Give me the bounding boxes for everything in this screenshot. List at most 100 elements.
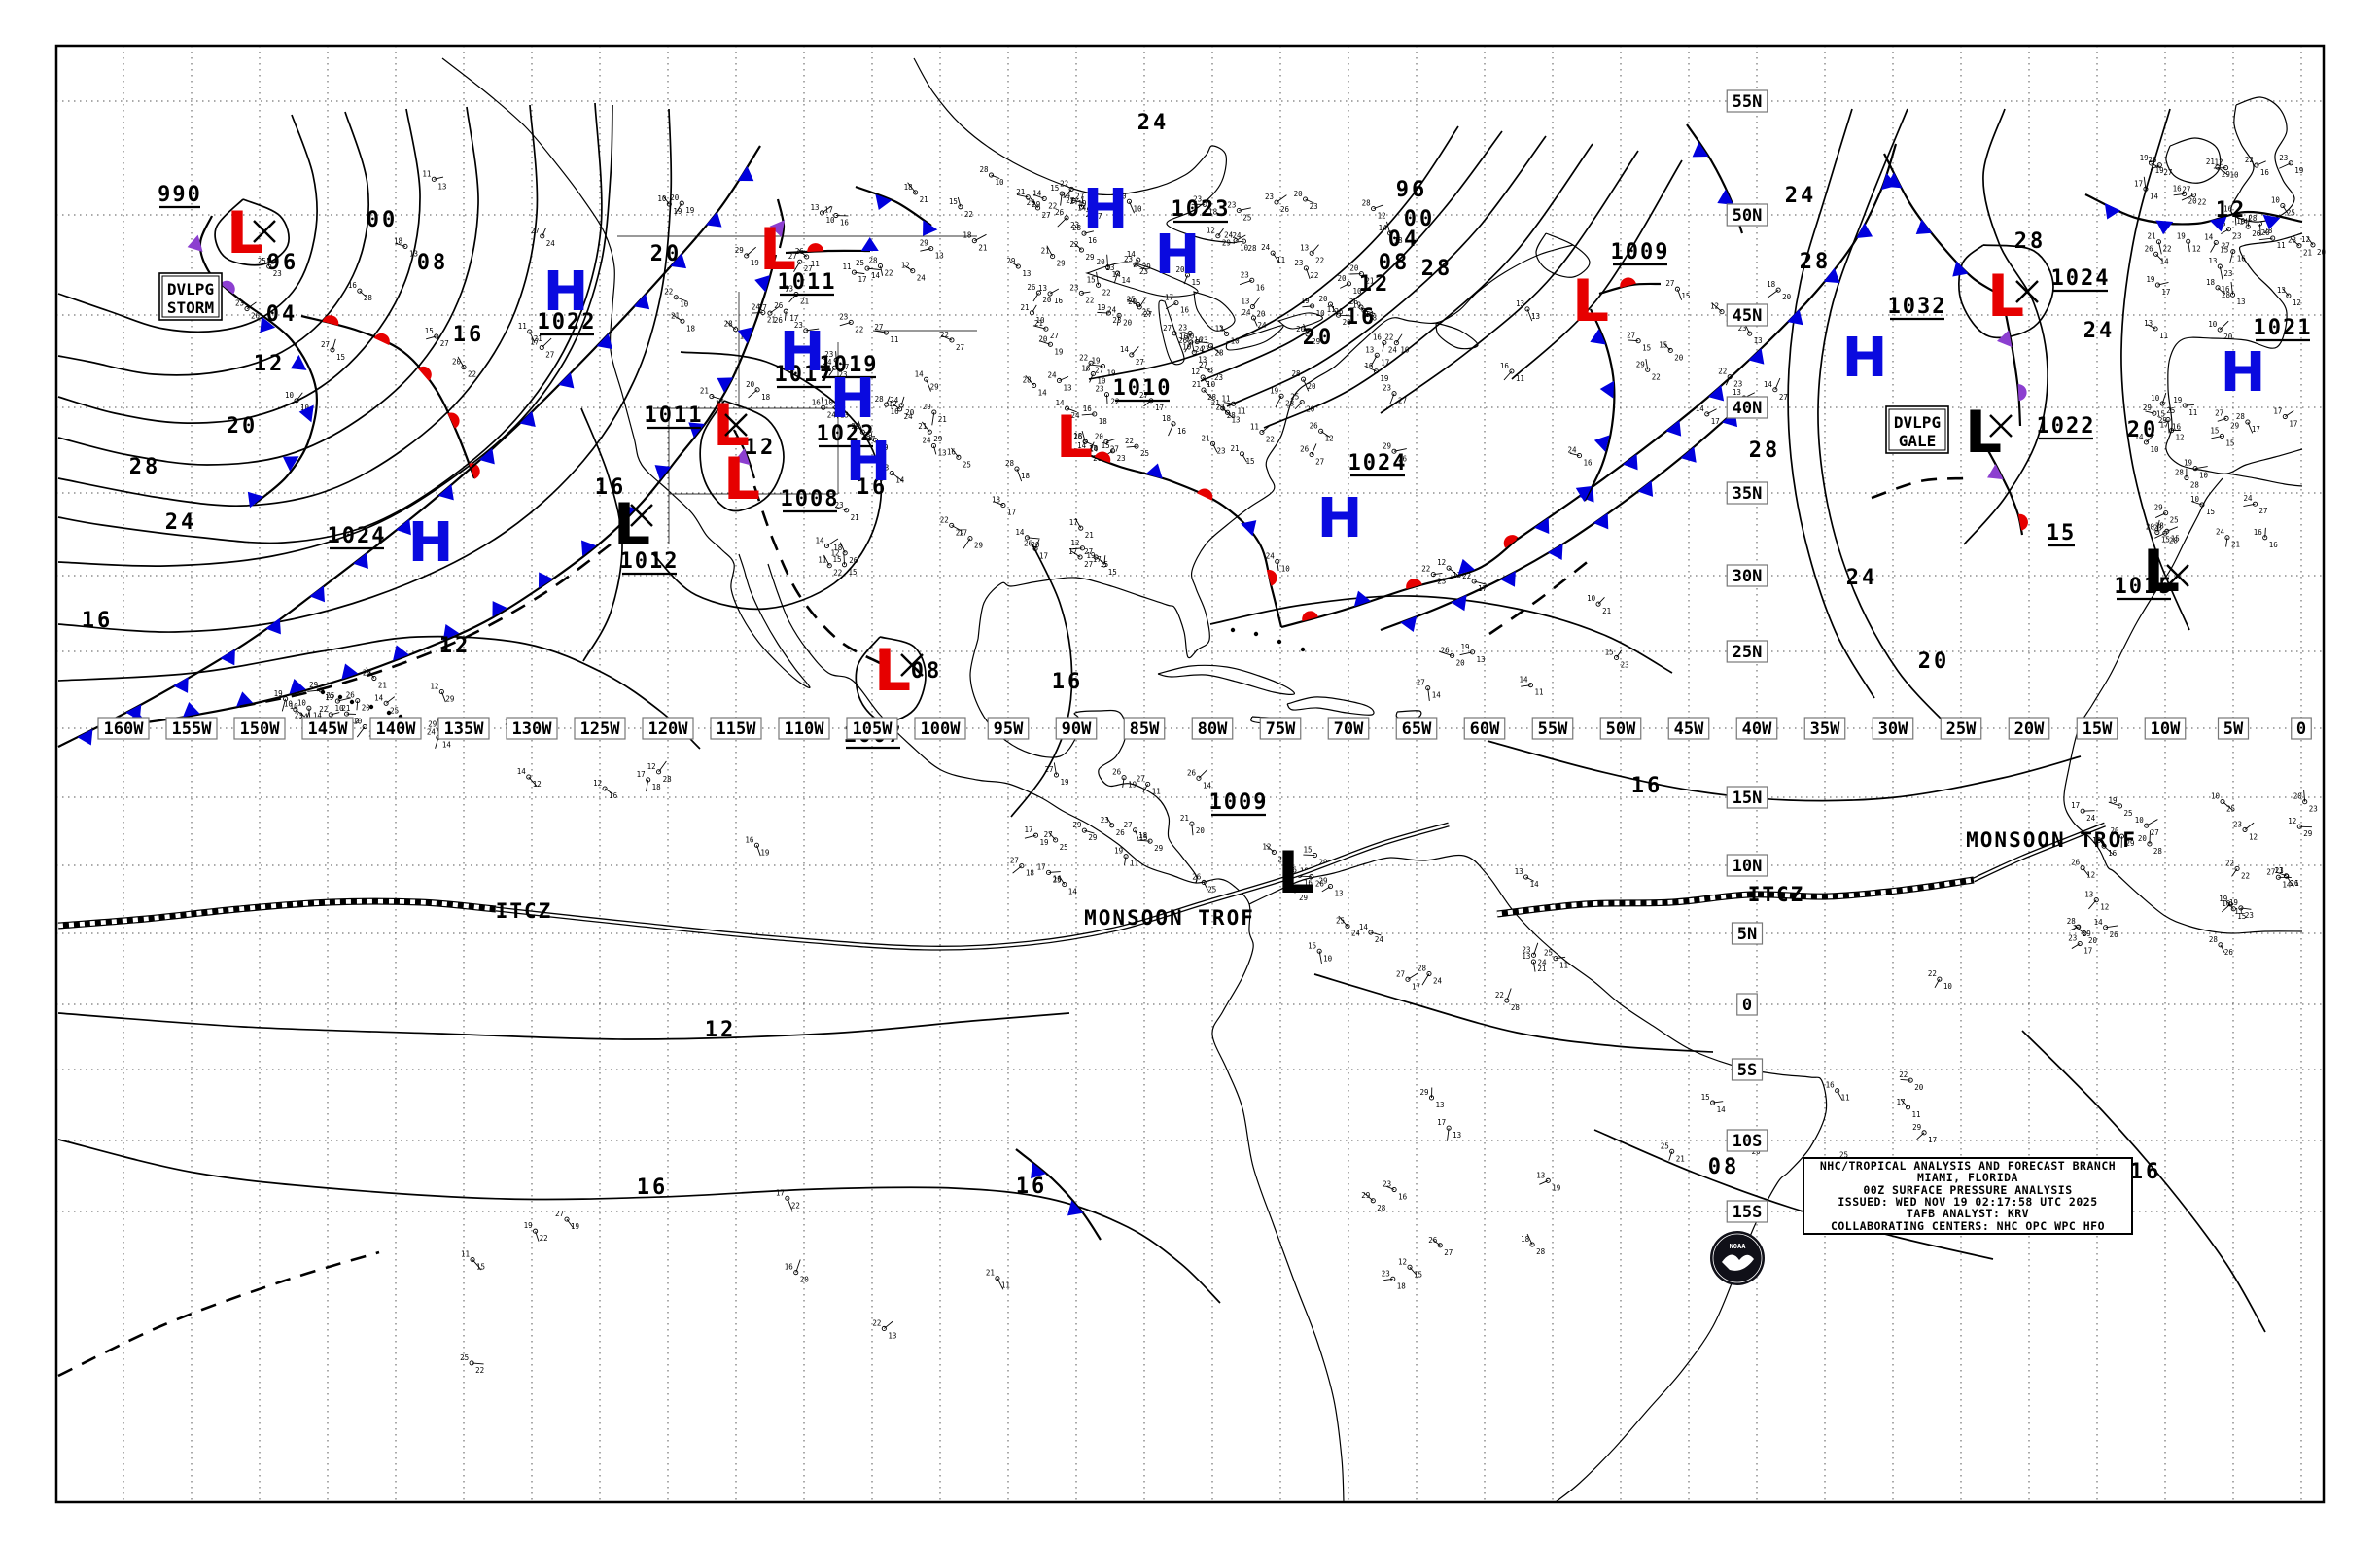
svg-text:11: 11 <box>1559 962 1568 970</box>
svg-text:19: 19 <box>1097 303 1105 312</box>
svg-text:24: 24 <box>165 510 197 535</box>
svg-text:1011: 1011 <box>645 404 704 428</box>
svg-text:12: 12 <box>1262 842 1271 851</box>
svg-text:15: 15 <box>1102 441 1110 450</box>
svg-text:29: 29 <box>1006 257 1015 265</box>
svg-text:13: 13 <box>1063 383 1071 392</box>
svg-text:20: 20 <box>1095 432 1104 440</box>
svg-text:H: H <box>1317 487 1363 550</box>
svg-text:17: 17 <box>1007 509 1016 517</box>
svg-text:DVLPG: DVLPG <box>1894 413 1941 432</box>
svg-text:22: 22 <box>1652 372 1661 381</box>
svg-text:26: 26 <box>2252 229 2261 238</box>
svg-text:28: 28 <box>1536 1247 1546 1256</box>
svg-text:16: 16 <box>1631 774 1663 798</box>
svg-text:60W: 60W <box>1470 719 1500 739</box>
svg-text:08: 08 <box>1708 1155 1740 1179</box>
svg-text:10: 10 <box>2222 899 2231 908</box>
svg-text:16: 16 <box>2254 528 2263 537</box>
svg-text:19: 19 <box>2184 459 2192 468</box>
svg-text:L: L <box>1965 399 2002 467</box>
svg-text:27: 27 <box>1163 324 1172 333</box>
svg-text:21: 21 <box>1085 531 1094 540</box>
svg-text:L: L <box>227 199 263 267</box>
svg-text:17: 17 <box>637 770 646 779</box>
svg-text:20: 20 <box>2127 418 2159 442</box>
svg-text:16: 16 <box>812 398 822 406</box>
svg-text:120W: 120W <box>648 719 689 739</box>
svg-text:29: 29 <box>1032 200 1040 209</box>
svg-text:14: 14 <box>1203 781 1212 790</box>
svg-text:18: 18 <box>1162 414 1172 423</box>
svg-text:15: 15 <box>2047 521 2077 545</box>
svg-text:23: 23 <box>2288 236 2296 245</box>
svg-text:27: 27 <box>1396 969 1405 978</box>
svg-text:29: 29 <box>1382 441 1391 450</box>
svg-text:25: 25 <box>856 259 864 267</box>
svg-text:29: 29 <box>1154 844 1163 853</box>
svg-text:28: 28 <box>2014 229 2047 254</box>
svg-text:12: 12 <box>889 400 897 408</box>
svg-text:10: 10 <box>2135 816 2145 825</box>
svg-text:20: 20 <box>1042 296 1052 304</box>
svg-text:140W: 140W <box>376 719 417 739</box>
svg-text:70W: 70W <box>1334 719 1364 739</box>
svg-text:24: 24 <box>1107 305 1117 314</box>
svg-text:5S: 5S <box>1737 1061 1757 1080</box>
svg-text:15: 15 <box>949 197 958 206</box>
svg-text:20: 20 <box>1196 826 1206 835</box>
svg-text:22: 22 <box>1079 353 1088 362</box>
svg-text:16: 16 <box>1583 459 1592 468</box>
svg-text:H: H <box>846 431 892 494</box>
svg-text:15: 15 <box>2210 426 2219 435</box>
svg-text:22: 22 <box>855 325 863 333</box>
svg-text:22: 22 <box>1928 969 1937 978</box>
svg-text:12: 12 <box>1398 1257 1407 1266</box>
svg-text:25: 25 <box>2166 406 2175 415</box>
svg-text:11: 11 <box>1001 1281 1010 1290</box>
svg-text:10: 10 <box>1316 309 1326 318</box>
svg-text:35W: 35W <box>1810 719 1840 739</box>
svg-text:19: 19 <box>571 1222 579 1231</box>
svg-text:23: 23 <box>1217 446 1226 455</box>
svg-text:16: 16 <box>1177 427 1187 436</box>
svg-text:DVLPG: DVLPG <box>167 280 214 298</box>
svg-text:30W: 30W <box>1878 719 1908 739</box>
svg-text:H: H <box>1155 224 1201 287</box>
svg-text:14: 14 <box>1120 345 1130 354</box>
svg-text:17: 17 <box>2252 425 2260 434</box>
svg-text:13: 13 <box>1436 1101 1445 1109</box>
svg-text:22: 22 <box>1899 1070 1908 1079</box>
svg-text:13: 13 <box>1536 1171 1545 1179</box>
svg-text:27: 27 <box>956 343 964 352</box>
svg-text:27: 27 <box>2163 168 2172 177</box>
svg-text:100W: 100W <box>921 719 962 739</box>
svg-text:16: 16 <box>947 447 957 456</box>
svg-text:25N: 25N <box>1732 643 1763 662</box>
svg-text:17: 17 <box>1037 862 1046 871</box>
svg-text:04: 04 <box>1388 228 1420 252</box>
svg-text:23: 23 <box>1310 202 1318 211</box>
svg-text:25: 25 <box>2226 805 2235 814</box>
svg-text:12: 12 <box>533 780 542 789</box>
svg-text:65W: 65W <box>1402 719 1432 739</box>
svg-text:22: 22 <box>1069 240 1078 249</box>
svg-text:28: 28 <box>2263 227 2273 235</box>
svg-text:28: 28 <box>1418 965 1427 973</box>
svg-text:50N: 50N <box>1732 206 1763 226</box>
svg-text:16: 16 <box>1054 297 1064 305</box>
svg-text:14: 14 <box>871 271 881 280</box>
svg-text:1022: 1022 <box>2037 414 2096 439</box>
svg-text:10: 10 <box>1133 204 1142 213</box>
svg-text:27: 27 <box>1137 774 1145 783</box>
svg-text:21: 21 <box>671 311 680 320</box>
svg-text:25: 25 <box>1242 213 1251 222</box>
svg-text:96: 96 <box>267 251 299 275</box>
svg-text:50W: 50W <box>1606 719 1636 739</box>
svg-text:16: 16 <box>609 791 618 800</box>
svg-text:10: 10 <box>353 718 363 726</box>
svg-text:16: 16 <box>2130 1160 2162 1184</box>
svg-text:H: H <box>780 321 825 384</box>
svg-text:27: 27 <box>1042 211 1051 220</box>
